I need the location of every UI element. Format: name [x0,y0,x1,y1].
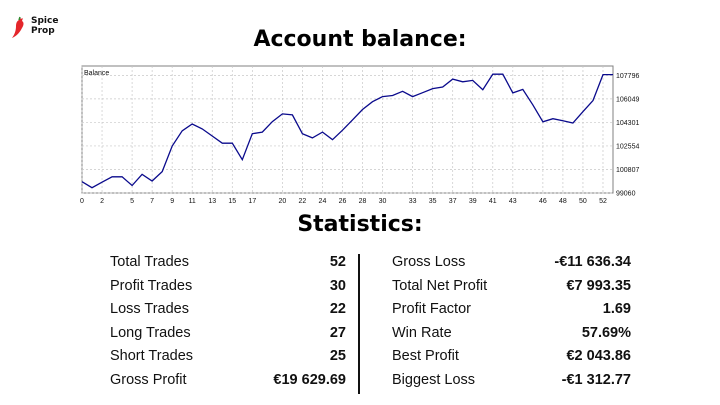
y-tick-label: 107796 [616,73,639,80]
x-tick-label: 20 [278,198,286,205]
stat-value: €2 043.86 [566,348,631,364]
stat-row-left: Loss Trades 22 [0,299,720,319]
chili-pepper-icon [12,16,24,38]
stat-row-left: Long Trades 27 [0,323,720,343]
account-balance-heading: Account balance: [253,27,467,52]
stats-divider [358,254,360,394]
y-axis-ticks: 99060 100807 102554 104301 106049 107796 [616,73,639,198]
x-tick-label: 5 [130,198,134,205]
stat-value: 30 [329,278,346,294]
stat-value: -€11 636.34 [554,254,631,270]
statistics-heading: Statistics: [297,212,423,237]
x-tick-label: 33 [409,198,417,205]
stat-value: -€1 312.77 [561,372,631,388]
x-tick-label: 11 [189,198,196,205]
x-tick-label: 22 [299,198,307,205]
x-tick-label: 39 [469,198,477,205]
stat-value: 27 [329,325,346,341]
stat-row-right: Win Rate 57.69% [0,323,720,343]
balance-series-line [81,73,613,189]
x-tick-label: 48 [559,198,567,205]
stat-row-right: Total Net Profit €7 993.35 [0,276,720,296]
stat-label: Short Trades [110,348,194,364]
y-tick-label: 102554 [616,143,639,150]
stat-row-right: Best Profit €2 043.86 [0,346,720,366]
stat-label: Profit Trades [110,278,193,294]
brand-name-line2: Prop [31,26,55,36]
balance-chart-svg: Balance 0 2 5 7 9 11 13 15 17 20 22 24 26 28 30 33 35 37 3… [80,65,639,205]
y-tick-label: 100807 [616,167,639,174]
stat-label: Best Profit [392,348,459,364]
stat-row-left: Profit Trades 30 [0,276,720,296]
y-tick-label: 99060 [616,191,636,198]
stat-row-right: Gross Loss -€11 636.34 [0,252,720,272]
x-tick-label: 24 [319,198,327,205]
x-tick-label: 28 [359,198,367,205]
stat-row-left: Total Trades 52 [0,252,720,272]
stat-label: Gross Profit [110,372,187,388]
stat-row-right: Profit Factor 1.69 [0,299,720,319]
x-tick-label: 52 [599,198,607,205]
chart-plot-area [81,65,614,194]
stat-label: Total Net Profit [392,278,488,294]
stat-label: Biggest Loss [392,372,476,388]
chart-grid [81,66,613,194]
x-tick-label: 35 [429,198,437,205]
x-tick-label: 26 [339,198,347,205]
y-tick-label: 104301 [616,120,639,127]
stat-value: 52 [329,254,346,270]
stat-value: €7 993.35 [566,278,631,294]
y-tick-label: 106049 [616,96,639,103]
stat-value: 25 [329,348,346,364]
x-tick-label: 0 [80,198,84,205]
stat-row-left: Short Trades 25 [0,346,720,366]
stat-value: €19 629.69 [273,372,346,388]
chart-title: Balance [84,70,109,77]
x-tick-label: 2 [100,198,104,205]
stat-label: Long Trades [110,325,191,341]
stat-label: Profit Factor [392,301,471,317]
x-tick-label: 30 [379,198,387,205]
balance-chart: Balance 0 2 5 7 9 11 13 15 17 20 22 24 26 28 30 33 35 37 3… [0,60,720,208]
stat-row-right: Biggest Loss -€1 312.77 [0,370,720,390]
x-tick-label: 7 [150,198,154,205]
brand-name-line1: Spice [31,16,59,26]
stat-label: Win Rate [392,325,452,341]
x-tick-label: 46 [539,198,547,205]
x-tick-label: 13 [208,198,216,205]
stat-label: Loss Trades [110,301,189,317]
x-axis-ticks: 0 2 5 7 9 11 13 15 17 20 22 24 26 28 30 33 35 37 39 41 43 46 4… [80,198,607,205]
x-tick-label: 43 [509,198,517,205]
stat-value: 22 [329,301,346,317]
stat-value: 57.69% [581,325,631,341]
x-tick-label: 50 [579,198,587,205]
x-tick-label: 9 [170,198,174,205]
stat-row-left: Gross Profit €19 629.69 [0,370,720,390]
x-tick-label: 37 [449,198,457,205]
stat-label: Gross Loss [392,254,466,270]
stat-value: 1.69 [602,301,631,317]
x-tick-label: 17 [248,198,256,205]
x-tick-label: 15 [228,198,236,205]
x-tick-label: 41 [489,198,497,205]
spice-prop-logo: Spice Prop [10,14,80,44]
stat-label: Total Trades [110,254,189,270]
